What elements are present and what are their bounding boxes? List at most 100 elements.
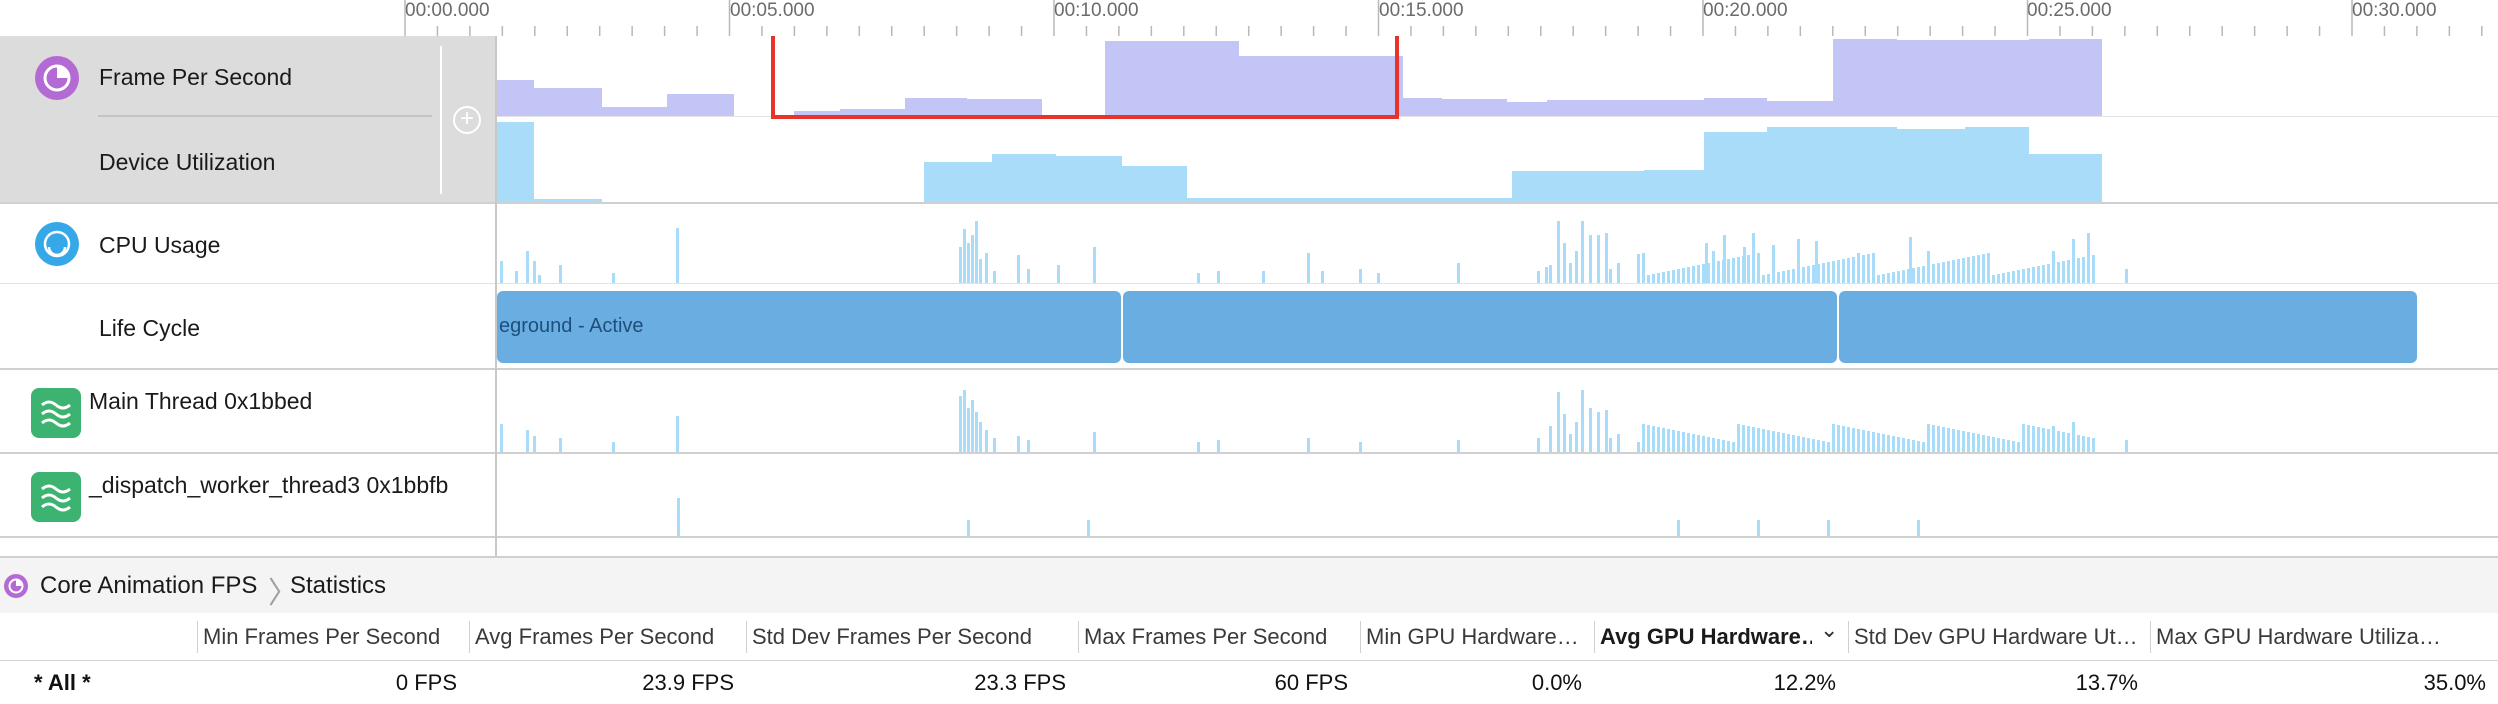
cpu-usage-spike (1557, 221, 1560, 283)
device-utilization-bar (534, 199, 602, 202)
cpu-usage-spike (1359, 269, 1362, 283)
cpu-usage-spike (1787, 270, 1790, 283)
cpu-usage-spike (1767, 274, 1770, 283)
ruler-tick-label: 00:20.000 (1703, 0, 1788, 21)
timeline-graphs[interactable]: eground - Active (497, 36, 2498, 556)
main-thread-spike (1752, 427, 1755, 452)
cpu-usage-spike (2042, 265, 2045, 283)
main-thread-spike (1647, 425, 1650, 452)
cpu-usage-spike (1687, 267, 1690, 283)
cpu-usage-spike (1972, 256, 1975, 283)
cpu-usage-spike (1677, 269, 1680, 283)
fps-bar (905, 98, 967, 116)
main-thread-spike (979, 422, 982, 452)
main-thread-spike (1962, 431, 1965, 452)
fps-bar (534, 88, 602, 116)
main-thread-spike (1792, 435, 1795, 452)
main-thread-spike (1682, 432, 1685, 452)
breadcrumb-item-core-animation-fps[interactable]: Core Animation FPS (40, 572, 258, 599)
main-thread-spike (993, 438, 996, 452)
main-thread-spike (2052, 426, 2055, 452)
cpu-usage-spike (1862, 255, 1865, 283)
selected-instrument-group[interactable] (0, 36, 496, 203)
main-thread-spike (1667, 429, 1670, 452)
column-divider (197, 621, 198, 653)
column-header-stddev-fps[interactable]: Std Dev Frames Per Second (752, 624, 1033, 649)
fps-bar (667, 94, 734, 116)
fps-bar (602, 107, 667, 116)
column-divider (469, 621, 470, 653)
main-thread-spike (1857, 429, 1860, 452)
cpu-usage-spike (1852, 257, 1855, 283)
column-divider (1360, 621, 1361, 653)
cpu-usage-spike (2032, 267, 2035, 283)
breadcrumb-item-statistics[interactable]: Statistics (290, 572, 387, 599)
main-thread-spike (1197, 442, 1200, 452)
cpu-usage-spike (1762, 275, 1765, 283)
cpu-usage-spike (1563, 243, 1566, 283)
main-thread-spike (1609, 438, 1612, 452)
main-thread-spike (2002, 439, 2005, 452)
column-header-avg-gpu[interactable]: Avg GPU Hardware… (1600, 624, 1812, 649)
main-thread-spike (2007, 440, 2010, 452)
cpu-usage-spike (2012, 271, 2015, 283)
add-track-button[interactable]: + (453, 106, 481, 134)
fps-bar (840, 109, 905, 116)
main-thread-spike (1027, 440, 1030, 452)
lifecycle-state-bar (1839, 291, 2417, 363)
divider (0, 202, 2498, 204)
cpu-usage-spike (1882, 274, 1885, 283)
main-thread-spike (2125, 440, 2128, 452)
thread-icon (31, 472, 81, 522)
column-header-min-gpu[interactable]: Min GPU Hardware… (1366, 624, 1579, 649)
lifecycle-state-label: eground - Active (499, 315, 644, 337)
main-thread-spike (1917, 441, 1920, 452)
cell-avg-gpu: 12.2% (1773, 670, 1836, 695)
cpu-usage-spike (1857, 253, 1860, 283)
column-header-avg-fps[interactable]: Avg Frames Per Second (475, 624, 715, 649)
cpu-usage-spike (2007, 272, 2010, 283)
main-thread-spike (1967, 432, 1970, 452)
main-thread-spike (1359, 442, 1362, 452)
column-header-stddev-gpu[interactable]: Std Dev GPU Hardware Ut… (1854, 624, 2138, 649)
cpu-usage-spike (1605, 233, 1608, 283)
cpu-usage-spike (963, 229, 966, 283)
cpu-usage-spike (993, 271, 996, 283)
cpu-usage-spike (1782, 271, 1785, 283)
cpu-usage-spike (1581, 221, 1584, 283)
table-row[interactable]: * All * 0 FPS 23.9 FPS 23.3 FPS 60 FPS 0… (0, 661, 2498, 704)
cpu-usage-spike (1549, 265, 1552, 283)
main-thread-spike (1307, 438, 1310, 452)
main-thread-spike (1797, 436, 1800, 452)
cpu-usage-spike (1093, 247, 1096, 283)
main-thread-spike (1937, 426, 1940, 452)
timeline-graphs-canvas[interactable] (497, 36, 2498, 556)
column-header-min-fps[interactable]: Min Frames Per Second (203, 624, 441, 649)
main-thread-spike (1637, 442, 1640, 452)
divider (0, 452, 2498, 454)
time-ruler[interactable]: 00:00.000 00:05.000 00:10.000 00:15.000 … (0, 0, 2498, 36)
main-thread-spike (2062, 432, 2065, 452)
main-thread-spike (1732, 442, 1735, 452)
main-thread-spike (1952, 429, 1955, 452)
column-header-max-fps[interactable]: Max Frames Per Second (1084, 624, 1328, 649)
main-thread-spike (1922, 442, 1925, 452)
cpu-usage-spike (1902, 270, 1905, 283)
main-thread-spike (1757, 428, 1760, 452)
cpu-usage-spike (1837, 260, 1840, 283)
cpu-usage-spike (1707, 263, 1710, 283)
cpu-usage-spike (2017, 270, 2020, 283)
cpu-usage-spike (1827, 262, 1830, 283)
main-thread-spike (1957, 430, 1960, 452)
main-thread-spike (1677, 431, 1680, 452)
main-thread-spike (1707, 437, 1710, 452)
column-header-max-gpu[interactable]: Max GPU Hardware Utiliza… (2156, 624, 2441, 649)
fps-bar (2029, 39, 2102, 116)
cpu-usage-spike (1917, 267, 1920, 283)
chevron-right-icon: 〉 (268, 577, 298, 610)
main-thread-spike (1597, 412, 1600, 452)
device-utilization-bar (924, 162, 992, 202)
ruler-tick-label: 00:30.000 (2352, 0, 2437, 21)
main-thread-spike (1927, 424, 1930, 452)
sort-chevron-down-icon[interactable]: ⌄ (1820, 617, 1839, 642)
